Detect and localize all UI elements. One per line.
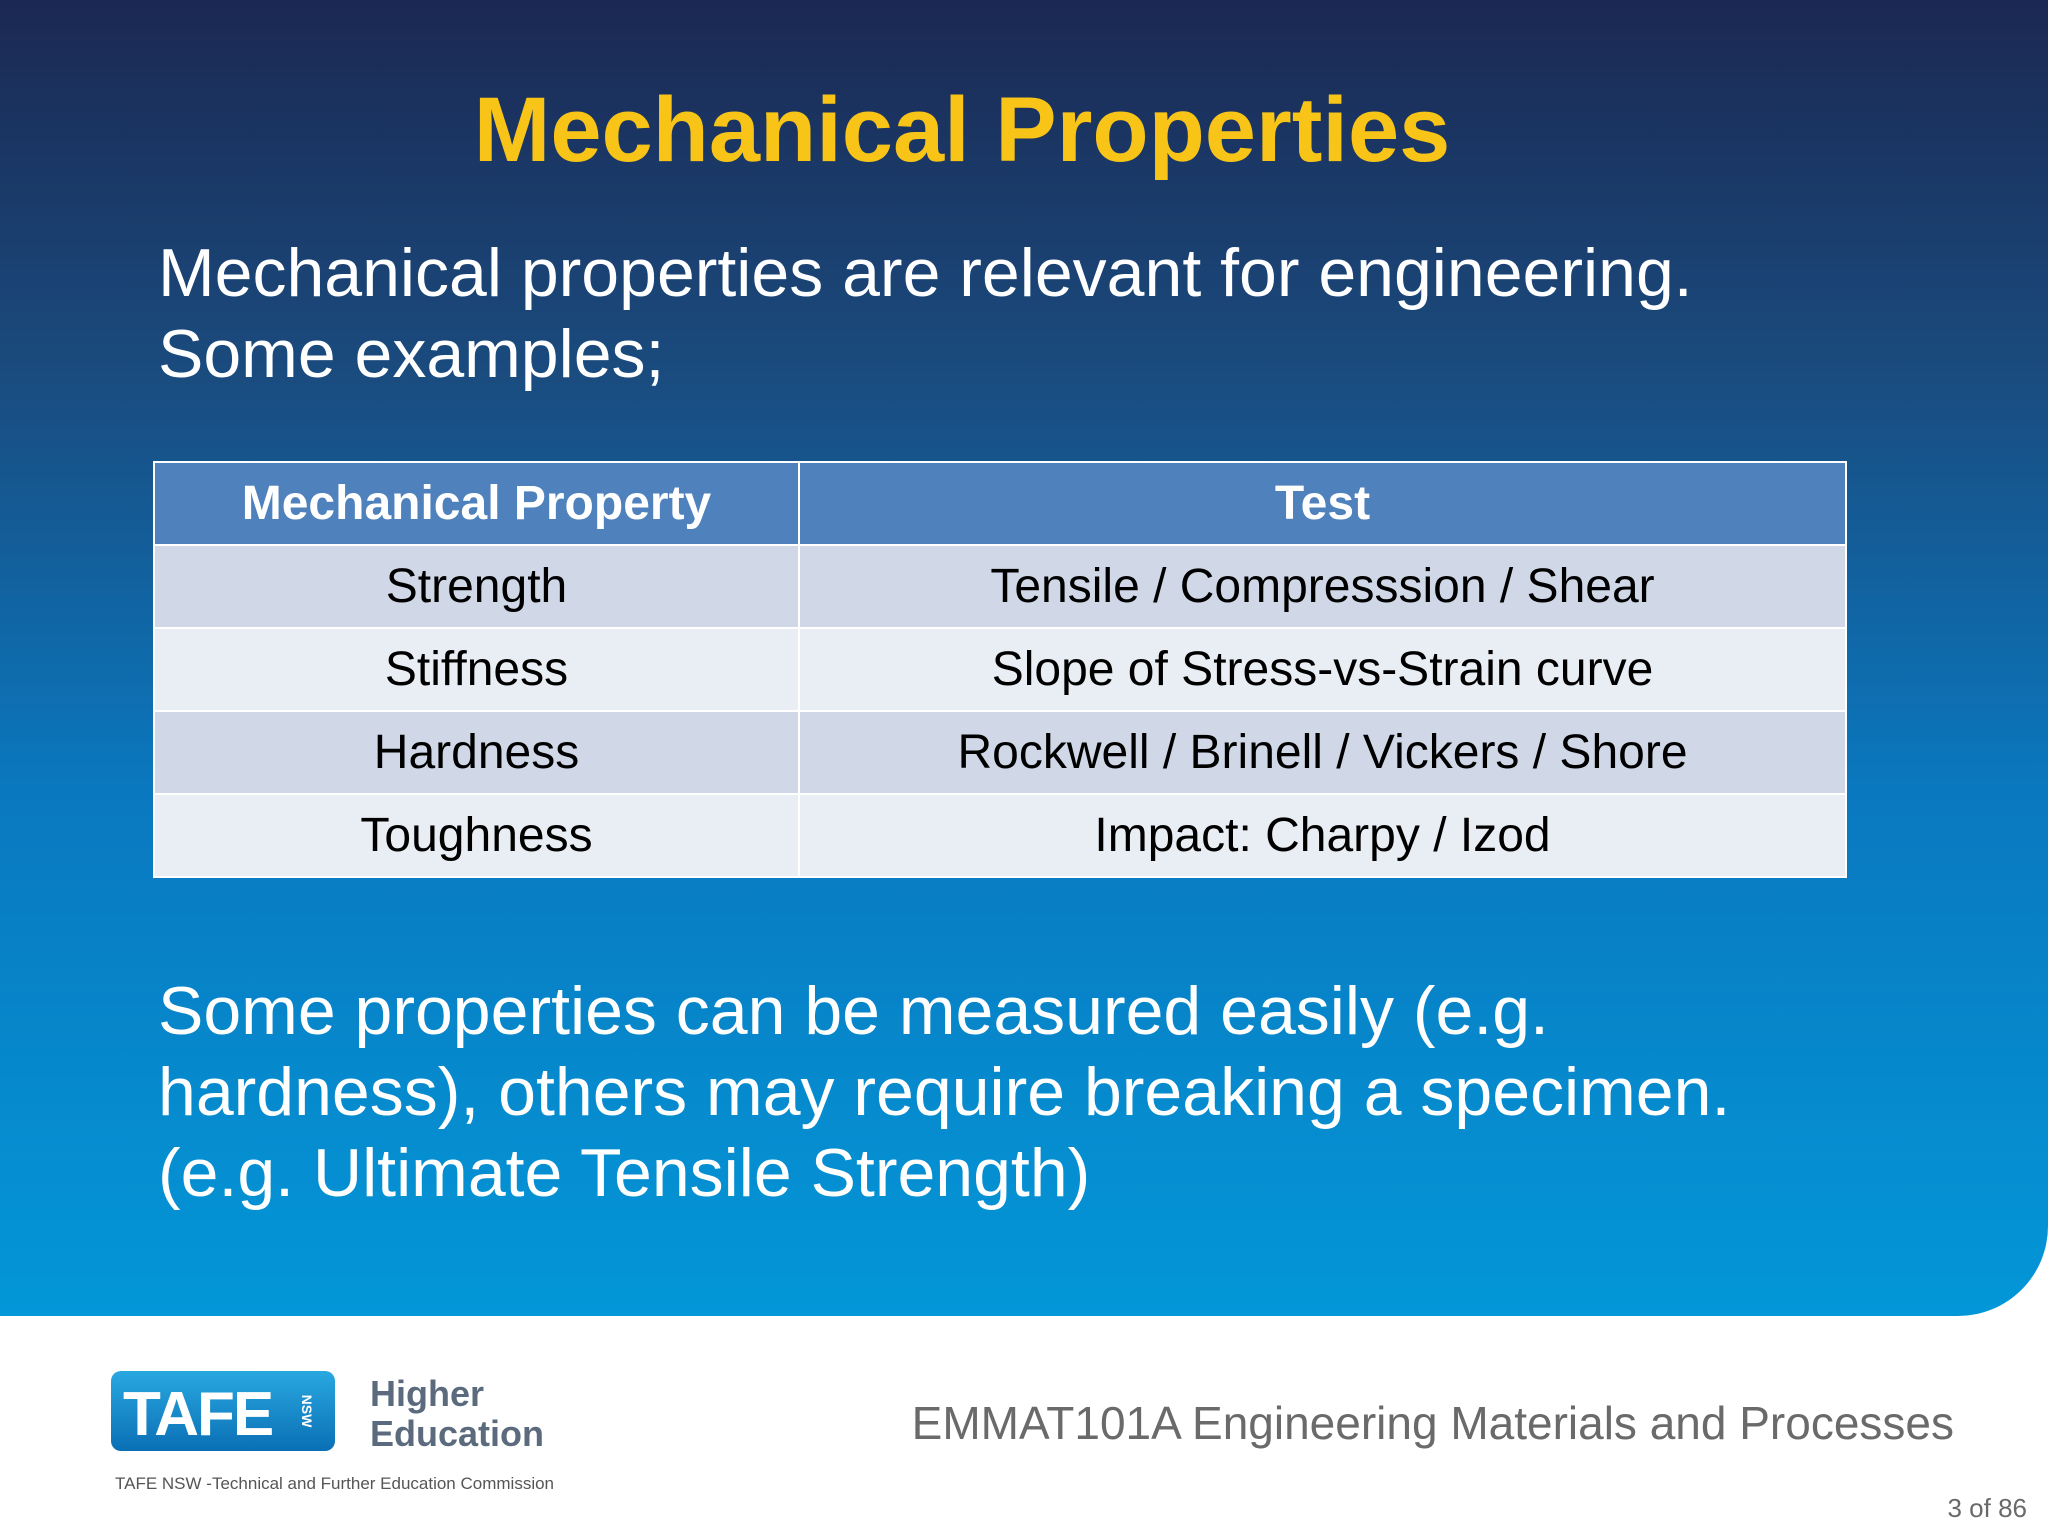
header-cell: Test [798,461,1847,546]
logo-line: Higher [370,1373,485,1414]
outro-line: hardness), others may require breaking a… [158,1054,1731,1130]
table-body: Strength Tensile / Compresssion / Shear St… [153,544,1847,878]
intro-line: Mechanical properties are relevant for e… [158,235,1693,311]
table-cell: Rockwell / Brinell / Vickers / Shore [798,710,1847,795]
organisation: TAFE NSW -Technical and Further Educatio… [115,1474,555,1493]
table-row: Stiffness Slope of Stress-vs-Strain curve [153,627,1847,712]
table-cell: Slope of Stress-vs-Strain curve [798,627,1847,712]
logo-mark: TAFE [123,1380,274,1449]
table-header: Mechanical Property Test [153,461,1847,546]
header-cell: Mechanical Property [153,461,800,546]
slide-background: Mechanical Properties Mechanical propert… [0,0,2048,1316]
table-cell: Stiffness [153,627,800,712]
outro-line: Some properties can be measured easily (… [158,973,1549,1049]
table-row: Hardness Rockwell / Brinell / Vickers / S… [153,710,1847,795]
table-cell: Strength [153,544,800,629]
table-cell: Impact: Charpy / Izod [798,793,1847,878]
page-number: 3 of 86 [1947,1493,2027,1523]
intro-text: Mechanical properties are relevant for e… [158,233,1693,395]
course-title: EMMAT101A Engineering Materials and Proc… [911,1397,1954,1449]
intro-line: Some examples; [158,316,665,392]
logo-line: Education [370,1413,545,1454]
table-cell: Toughness [153,793,800,878]
table-cell: Tensile / Compresssion / Shear [798,544,1847,629]
table-row: Strength Tensile / Compresssion / Shear [153,544,1847,629]
tafe-logo: TAFE NSW [111,1371,335,1451]
outro-line: (e.g. Ultimate Tensile Strength) [158,1135,1091,1211]
slide-title: Mechanical Properties [473,79,1451,181]
properties-table: Mechanical Property Test Strength Tensile … [153,461,1847,878]
outro-text: Some properties can be measured easily (… [158,971,1730,1214]
table-row: Toughness Impact: Charpy / Izod [153,793,1847,878]
logo-state: NSW [299,1394,315,1428]
table-cell: Hardness [153,710,800,795]
logo-text: Higher Education [370,1374,544,1454]
